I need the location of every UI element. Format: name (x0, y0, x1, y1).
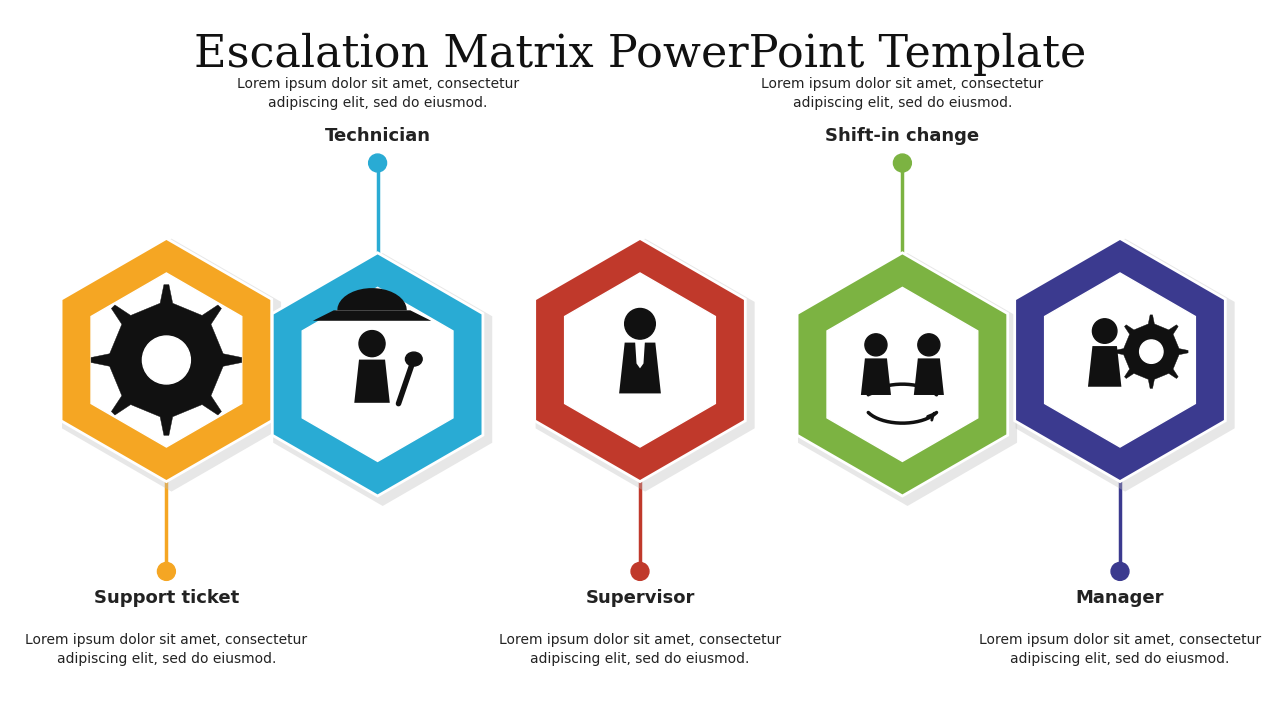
Polygon shape (861, 359, 891, 395)
Text: Supervisor: Supervisor (585, 590, 695, 608)
Polygon shape (620, 343, 660, 393)
Polygon shape (1044, 273, 1196, 447)
Text: Lorem ipsum dolor sit amet, consectetur
adipiscing elit, sed do eiusmod.: Lorem ipsum dolor sit amet, consectetur … (979, 633, 1261, 666)
Ellipse shape (406, 352, 422, 366)
Text: Lorem ipsum dolor sit amet, consectetur
adipiscing elit, sed do eiusmod.: Lorem ipsum dolor sit amet, consectetur … (762, 77, 1043, 110)
Polygon shape (635, 342, 645, 369)
Ellipse shape (1092, 319, 1117, 343)
Polygon shape (1115, 315, 1188, 388)
Polygon shape (355, 359, 390, 402)
Text: Manager: Manager (1075, 590, 1165, 608)
Polygon shape (61, 238, 271, 482)
Polygon shape (337, 288, 407, 310)
Polygon shape (302, 287, 453, 462)
Polygon shape (61, 238, 282, 492)
Text: Lorem ipsum dolor sit amet, consectetur
adipiscing elit, sed do eiusmod.: Lorem ipsum dolor sit amet, consectetur … (26, 633, 307, 666)
Ellipse shape (1139, 340, 1164, 364)
Text: Support ticket: Support ticket (93, 590, 239, 608)
Polygon shape (827, 287, 978, 462)
Ellipse shape (358, 330, 385, 356)
Ellipse shape (369, 154, 387, 172)
Polygon shape (797, 253, 1007, 496)
Polygon shape (914, 359, 943, 395)
Polygon shape (797, 253, 1018, 506)
Ellipse shape (865, 334, 887, 356)
Polygon shape (1015, 238, 1225, 482)
Polygon shape (273, 253, 483, 496)
Ellipse shape (142, 336, 191, 384)
Ellipse shape (631, 562, 649, 580)
Polygon shape (312, 310, 431, 321)
Text: Lorem ipsum dolor sit amet, consectetur
adipiscing elit, sed do eiusmod.: Lorem ipsum dolor sit amet, consectetur … (499, 633, 781, 666)
Polygon shape (535, 238, 745, 482)
Polygon shape (91, 284, 242, 436)
Polygon shape (273, 253, 493, 506)
Polygon shape (1088, 346, 1121, 387)
Text: Lorem ipsum dolor sit amet, consectetur
adipiscing elit, sed do eiusmod.: Lorem ipsum dolor sit amet, consectetur … (237, 77, 518, 110)
Polygon shape (91, 273, 242, 447)
Polygon shape (1015, 238, 1235, 492)
Text: Shift-in change: Shift-in change (826, 127, 979, 145)
Text: Technician: Technician (325, 127, 430, 145)
Ellipse shape (918, 334, 940, 356)
Polygon shape (564, 273, 716, 447)
Ellipse shape (1111, 562, 1129, 580)
Ellipse shape (893, 154, 911, 172)
Ellipse shape (157, 562, 175, 580)
Text: Escalation Matrix PowerPoint Template: Escalation Matrix PowerPoint Template (193, 32, 1087, 76)
Ellipse shape (625, 308, 655, 339)
Polygon shape (535, 238, 755, 492)
